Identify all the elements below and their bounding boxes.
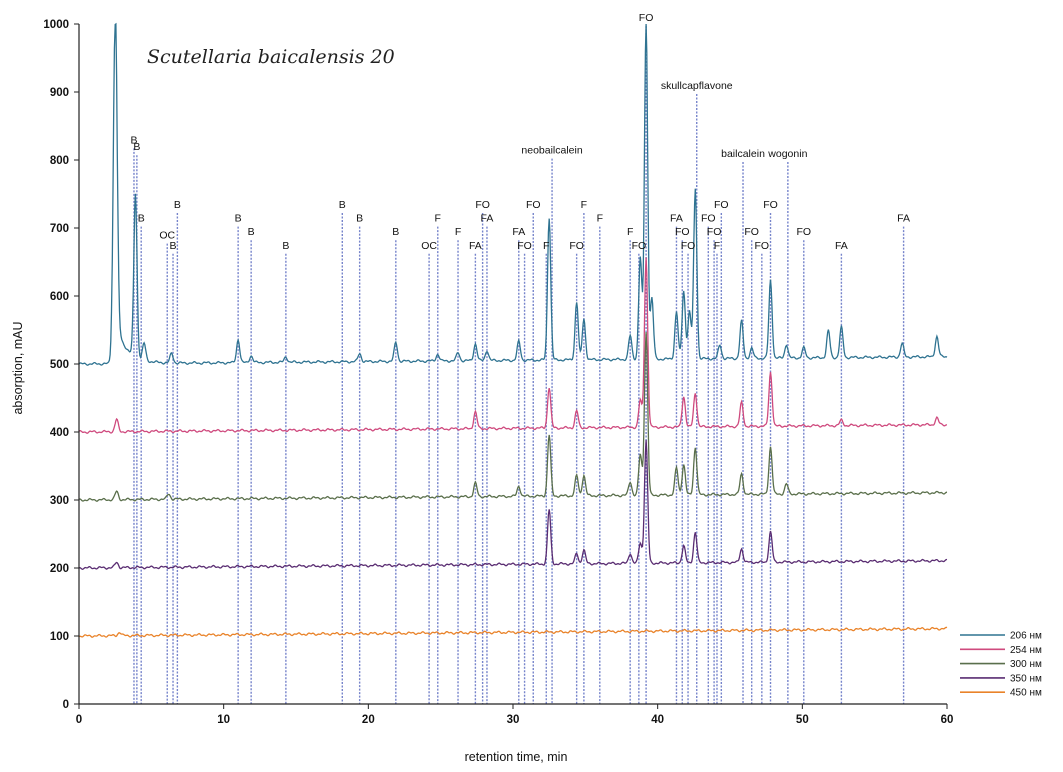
peak-marker-label: FO (526, 199, 541, 211)
peak-marker-label: FA (897, 213, 910, 225)
peak-marker-label: FO (796, 226, 811, 238)
x-tick-label: 0 (76, 714, 82, 726)
axes-layer: 0 100 200 300 400 500 600 700 800 900 1000 0 10 20 30 4… (43, 19, 953, 726)
peak-marker-label: B (170, 240, 177, 252)
peak-marker-label: FO (517, 240, 532, 252)
peak-marker-label: FO (675, 226, 690, 238)
peak-marker-label: F (714, 240, 720, 252)
peak-marker-label: FO (639, 12, 654, 24)
legend-label: 300 нм (1010, 659, 1042, 670)
x-tick-label: 30 (507, 714, 520, 726)
peak-marker-label: B (174, 199, 181, 211)
peak-marker-label: B (282, 240, 289, 252)
peak-marker-label: F (581, 199, 587, 211)
peak-marker-label: FO (475, 199, 490, 211)
peak-marker-label: B (235, 213, 242, 225)
peak-marker-label: OC (421, 240, 437, 252)
peak-marker-label: F (455, 226, 461, 238)
x-tick-label: 60 (941, 714, 954, 726)
x-tick-label: 50 (796, 714, 809, 726)
peak-marker-label: B (392, 226, 399, 238)
peak-marker-label: FO (755, 240, 770, 252)
y-tick-label: 100 (50, 631, 69, 643)
x-tick-label: 10 (217, 714, 230, 726)
y-tick-label: 900 (50, 87, 69, 99)
legend-label: 206 нм (1010, 631, 1042, 642)
y-tick-label: 800 (50, 155, 69, 167)
x-axis-title: retention time, min (465, 750, 568, 764)
peak-marker-label: FO (681, 240, 696, 252)
y-tick-label: 600 (50, 291, 69, 303)
peak-marker-label: skullcapflavone (661, 80, 733, 92)
legend-label: 450 нм (1010, 688, 1042, 699)
y-tick-label: 200 (50, 563, 69, 575)
peak-marker-label: B (133, 141, 140, 153)
peak-marker-label: F (543, 240, 549, 252)
peak-marker-label: wogonin (767, 148, 807, 160)
series-line-300 (78, 332, 948, 502)
y-tick-label: 1000 (43, 19, 69, 31)
y-tick-label: 0 (63, 699, 69, 711)
peak-marker-label: FO (701, 213, 716, 225)
y-tick-label: 700 (50, 223, 69, 235)
peak-label-layer: BBBOCBBBBBBBBOCFFFAFOFAFAFOFOFneobailcal… (130, 12, 910, 252)
peak-marker-label: B (138, 213, 145, 225)
peak-marker-label: FO (632, 240, 647, 252)
peak-marker-label: B (130, 134, 137, 146)
peak-marker-label: B (339, 199, 346, 211)
legend-label: 350 нм (1010, 673, 1042, 684)
x-tick-label: 40 (651, 714, 664, 726)
y-tick-label: 400 (50, 427, 69, 439)
peak-marker-label: B (356, 213, 363, 225)
peak-marker-label: FA (512, 226, 525, 238)
peak-marker-label: FA (835, 240, 848, 252)
peak-marker-label: F (627, 226, 633, 238)
peak-marker-layer (133, 26, 905, 704)
peak-marker-label: FO (714, 199, 729, 211)
peak-marker-label: FA (670, 213, 683, 225)
peak-marker-label: neobailcalein (521, 145, 582, 157)
series-line-450 (78, 626, 948, 638)
legend: 206 нм 254 нм 300 нм 350 нм 450 нм (960, 631, 1042, 699)
series-line-206 (78, 22, 948, 366)
y-tick-label: 300 (50, 495, 69, 507)
peak-marker-label: FO (763, 199, 778, 211)
series-line-254 (78, 257, 947, 434)
peak-marker-label: bailcalein (721, 148, 765, 160)
peak-marker-label: FO (744, 226, 759, 238)
series-layer (78, 22, 948, 638)
peak-marker-label: OC (159, 230, 175, 242)
peak-marker-label: B (248, 226, 255, 238)
chart-title: Scutellaria baicalensis 20 (147, 46, 395, 68)
series-line-350 (78, 440, 948, 570)
y-axis-title: absorption, mAU (11, 321, 25, 414)
peak-marker-label: F (597, 213, 603, 225)
peak-marker-label: FO (707, 226, 722, 238)
peak-marker-label: FA (469, 240, 482, 252)
peak-marker-label: F (435, 213, 441, 225)
legend-label: 254 нм (1010, 645, 1042, 656)
peak-marker-label: FO (569, 240, 584, 252)
peak-marker-label: FA (481, 213, 494, 225)
y-tick-label: 500 (50, 359, 69, 371)
x-tick-label: 20 (362, 714, 375, 726)
